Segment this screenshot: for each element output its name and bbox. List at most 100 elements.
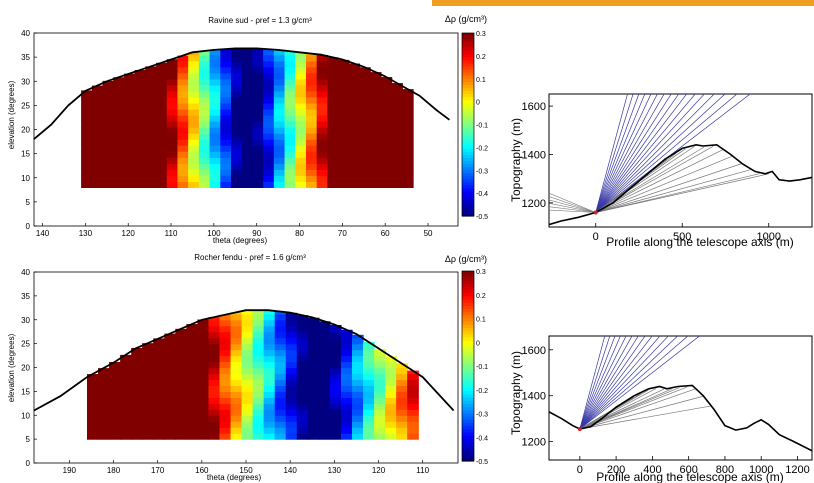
heatmap-cell bbox=[209, 163, 221, 170]
heatmap-cell bbox=[145, 66, 157, 74]
heatmap-cell bbox=[318, 337, 331, 345]
heatmap-cell bbox=[407, 379, 419, 387]
heatmap-cell bbox=[318, 403, 331, 410]
heatmap-cell bbox=[102, 84, 114, 92]
heatmap-cell bbox=[285, 361, 298, 369]
heatmap-cell bbox=[153, 403, 165, 410]
heatmap-cell bbox=[273, 127, 286, 134]
colorbar-segment bbox=[462, 283, 474, 288]
heatmap-cell bbox=[164, 361, 176, 369]
colorbar-segment bbox=[462, 429, 474, 434]
heatmap-cell bbox=[348, 157, 361, 164]
heatmap-cell bbox=[263, 175, 275, 182]
heatmap-cell bbox=[274, 349, 287, 357]
heatmap-cell bbox=[220, 181, 232, 188]
heatmap-cell bbox=[166, 78, 179, 86]
heatmap-cell bbox=[263, 379, 276, 387]
heatmap-cell bbox=[391, 133, 403, 140]
heatmap-cell bbox=[348, 66, 361, 74]
heatmap-cell bbox=[327, 175, 339, 182]
heatmap-cell bbox=[164, 421, 176, 428]
plot-frame bbox=[548, 93, 813, 228]
heatmap-cell bbox=[209, 90, 221, 98]
heatmap-cell bbox=[338, 115, 350, 122]
heatmap-cell bbox=[370, 72, 382, 80]
heatmap-cell bbox=[164, 397, 176, 404]
heatmap-cell bbox=[113, 139, 125, 146]
heatmap-cell bbox=[284, 133, 296, 140]
heatmap-cell bbox=[197, 337, 210, 345]
heatmap-cell bbox=[407, 433, 419, 440]
heatmap-cell bbox=[402, 121, 414, 128]
heatmap-cell bbox=[230, 421, 243, 428]
heatmap-cell bbox=[252, 379, 265, 387]
heatmap-cell bbox=[316, 84, 328, 92]
heatmap-cell bbox=[230, 361, 243, 369]
colorbar-top: Δρ (g/cm³) 0.3 0.2 0.1 0 -0.1 -0.2 -0.3 -0.4 -0.… bbox=[445, 14, 488, 221]
colorbar-segment bbox=[462, 324, 474, 329]
heatmap-cell bbox=[186, 367, 199, 375]
heatmap-cell bbox=[164, 337, 176, 345]
y-tick-label: 5 bbox=[26, 198, 31, 207]
heatmap-cell bbox=[352, 385, 364, 392]
heatmap-cell bbox=[219, 331, 232, 339]
heatmap-ravine-sud: Ravine sud - ρref = 1.3 g/cm³ elevation … bbox=[7, 16, 459, 245]
heatmap-cell bbox=[263, 127, 275, 134]
heatmap-cell bbox=[396, 385, 408, 392]
heatmap-cell bbox=[274, 415, 287, 422]
heatmap-cell bbox=[370, 133, 382, 140]
heatmap-cell bbox=[263, 151, 275, 158]
heatmap-cell bbox=[123, 181, 136, 188]
heatmap-cell bbox=[370, 121, 382, 128]
heatmap-cell bbox=[363, 409, 375, 416]
heatmap-cell bbox=[123, 175, 136, 182]
heatmap-cell bbox=[209, 102, 221, 110]
heatmap-cell bbox=[285, 343, 298, 351]
heatmap-cell bbox=[329, 397, 342, 404]
heatmap-cell bbox=[164, 433, 176, 440]
heatmap-cell bbox=[198, 90, 211, 98]
heatmap-cell bbox=[142, 415, 154, 422]
colorbar-segment bbox=[462, 103, 474, 107]
heatmap-cell bbox=[231, 127, 243, 134]
heatmap-cell bbox=[273, 50, 286, 56]
heatmap-cell bbox=[340, 373, 353, 381]
heatmap-cell bbox=[241, 78, 254, 86]
heatmap-cell bbox=[241, 102, 254, 110]
heatmap-cell bbox=[295, 169, 307, 176]
heatmap-cell bbox=[363, 403, 375, 410]
colorbar-tick-label: -0.3 bbox=[476, 412, 488, 419]
heatmap-cell bbox=[153, 361, 165, 369]
topography-line bbox=[549, 384, 812, 452]
heatmap-cell bbox=[252, 325, 265, 333]
heatmap-cell bbox=[391, 139, 403, 146]
heatmap-cell bbox=[197, 343, 210, 351]
heatmap-cell bbox=[230, 373, 243, 381]
heatmap-cell bbox=[385, 415, 397, 422]
heatmap-cell bbox=[241, 319, 254, 327]
heatmap-cell bbox=[380, 175, 393, 182]
colorbar-segment bbox=[462, 388, 474, 392]
colorbar-segment bbox=[462, 305, 474, 310]
heatmap-cell bbox=[305, 84, 318, 92]
heatmap-cell bbox=[164, 409, 176, 416]
heatmap-cell bbox=[209, 72, 221, 80]
heatmap-cell bbox=[113, 84, 125, 92]
heatmap-cell bbox=[91, 151, 104, 158]
heatmap-cell bbox=[307, 415, 320, 422]
heatmap-cell bbox=[87, 415, 99, 422]
heatmap-cell bbox=[231, 145, 243, 152]
heatmap-cell bbox=[340, 403, 353, 410]
heatmap-cell bbox=[359, 84, 371, 92]
heatmap-cell bbox=[198, 102, 211, 110]
heatmap-cell bbox=[305, 175, 318, 182]
colorbar-segment bbox=[462, 372, 474, 377]
heatmap-cell bbox=[87, 421, 99, 428]
x-tick-label: 500 bbox=[673, 231, 691, 243]
heatmap-cell bbox=[370, 157, 382, 164]
heatmap-cell bbox=[327, 157, 339, 164]
colorbar-segment bbox=[462, 280, 474, 285]
heatmap-cell bbox=[145, 181, 157, 188]
heatmap-cell bbox=[102, 90, 114, 98]
heatmap-cell bbox=[109, 433, 121, 440]
